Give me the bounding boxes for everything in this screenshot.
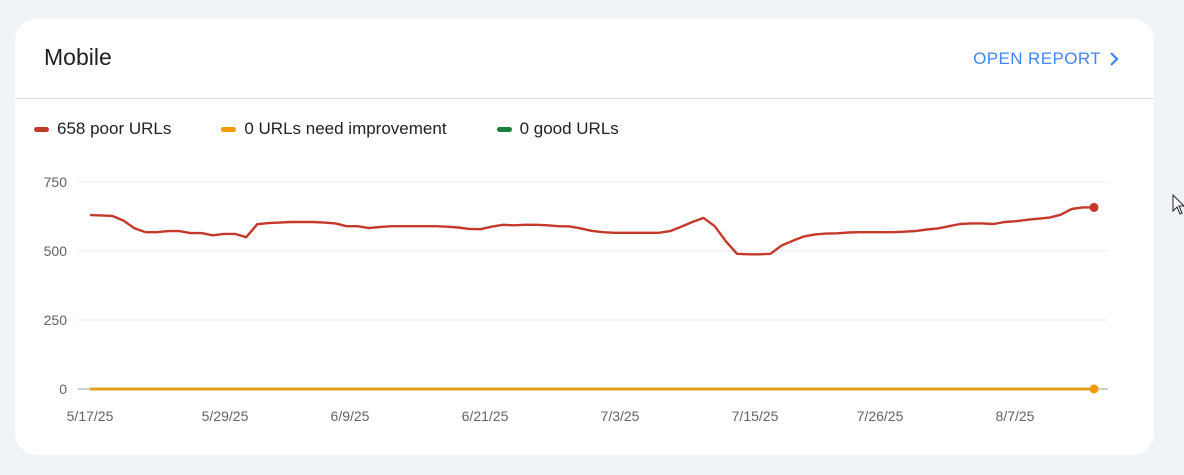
legend-label-poor: 658 poor URLs <box>57 119 172 138</box>
x-tick-label: 7/26/25 <box>857 408 904 424</box>
chevron-right-icon <box>1107 51 1121 67</box>
x-tick-label: 7/3/25 <box>601 408 640 424</box>
legend-item-needs-improvement[interactable]: 0 URLs need improvement <box>221 119 447 139</box>
chart-legend: 658 poor URLs 0 URLs need improvement 0 … <box>34 119 669 139</box>
series-endpoint-0 <box>1089 202 1099 212</box>
header-divider <box>15 98 1154 99</box>
x-tick-label: 5/29/25 <box>202 408 249 424</box>
y-tick-label: 0 <box>59 381 67 397</box>
open-report-label: OPEN REPORT <box>973 49 1101 68</box>
open-report-button[interactable]: OPEN REPORT <box>973 49 1121 69</box>
legend-item-poor[interactable]: 658 poor URLs <box>34 119 171 139</box>
series-endpoint-1 <box>1089 384 1099 394</box>
x-tick-label: 5/17/25 <box>67 408 114 424</box>
legend-swatch-needs-improvement <box>221 126 237 132</box>
y-tick-label: 750 <box>44 174 68 190</box>
card-title: Mobile <box>44 44 112 70</box>
legend-item-good[interactable]: 0 good URLs <box>496 119 619 139</box>
y-tick-label: 500 <box>44 243 68 259</box>
x-tick-label: 8/7/25 <box>996 408 1035 424</box>
mouse-pointer-icon <box>1172 193 1184 221</box>
x-tick-label: 6/21/25 <box>462 408 509 424</box>
legend-label-good: 0 good URLs <box>519 119 619 138</box>
series-line-0 <box>89 206 1094 256</box>
x-tick-label: 6/9/25 <box>331 408 370 424</box>
legend-swatch-good <box>496 126 512 132</box>
legend-label-needs-improvement: 0 URLs need improvement <box>244 119 447 138</box>
mobile-report-card: Mobile OPEN REPORT 658 poor URLs 0 URLs … <box>15 19 1154 455</box>
y-tick-label: 250 <box>44 312 68 328</box>
legend-swatch-poor <box>34 126 49 132</box>
x-tick-label: 7/15/25 <box>732 408 779 424</box>
